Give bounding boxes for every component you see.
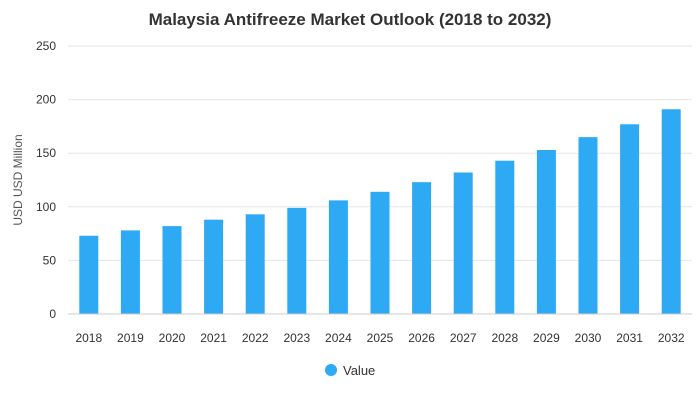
bar-2031[interactable] (620, 124, 640, 314)
x-tick-label: 2026 (408, 331, 435, 345)
legend[interactable]: Value (325, 363, 375, 378)
x-tick-label: 2032 (658, 331, 685, 345)
legend-swatch (325, 364, 337, 376)
bar-2028[interactable] (495, 160, 515, 314)
bar-2019[interactable] (120, 230, 140, 314)
x-tick-label: 2031 (616, 331, 643, 345)
bar-2026[interactable] (412, 182, 432, 314)
bar-2029[interactable] (536, 149, 556, 314)
y-tick-label: 200 (36, 93, 56, 107)
y-tick-label: 150 (36, 146, 56, 160)
bar-2022[interactable] (245, 214, 265, 314)
x-tick-label: 2024 (325, 331, 352, 345)
x-tick-label: 2025 (367, 331, 394, 345)
chart-title: Malaysia Antifreeze Market Outlook (2018… (149, 10, 552, 29)
bar-2025[interactable] (370, 191, 390, 314)
bar-2021[interactable] (204, 219, 224, 314)
x-tick-label: 2019 (117, 331, 144, 345)
y-tick-label: 100 (36, 200, 56, 214)
x-tick-label: 2028 (491, 331, 518, 345)
bars (79, 109, 681, 314)
x-tick-label: 2018 (75, 331, 102, 345)
bar-2030[interactable] (578, 137, 598, 314)
x-axis-ticks: 2018 2019 2020 2021 2022 2023 2024 2025 2026 2027… (75, 331, 684, 345)
bar-2020[interactable] (162, 226, 182, 314)
bar-2024[interactable] (328, 200, 348, 314)
bar-2027[interactable] (453, 172, 473, 314)
bar-2018[interactable] (79, 235, 99, 314)
y-tick-label: 50 (43, 253, 57, 267)
legend-item-value: Value (343, 363, 375, 378)
x-tick-label: 2023 (283, 331, 310, 345)
x-tick-label: 2021 (200, 331, 227, 345)
y-tick-label: 250 (36, 39, 56, 53)
x-tick-label: 2027 (450, 331, 477, 345)
y-axis-label: USD USD Million (11, 134, 25, 225)
x-tick-label: 2020 (159, 331, 186, 345)
x-tick-label: 2030 (575, 331, 602, 345)
x-tick-label: 2029 (533, 331, 560, 345)
y-tick-label: 0 (49, 307, 56, 321)
x-tick-label: 2022 (242, 331, 269, 345)
bar-2032[interactable] (661, 109, 681, 314)
y-axis-ticks: 0 50 100 150 200 250 (36, 39, 56, 321)
bar-2023[interactable] (287, 207, 307, 314)
